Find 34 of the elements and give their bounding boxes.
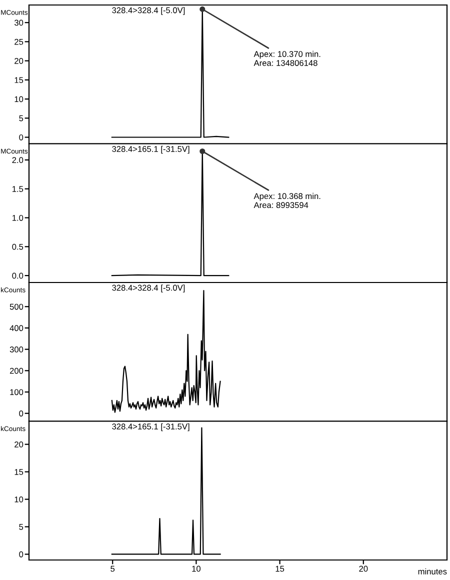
- y-tick-label: 15: [14, 77, 24, 84]
- y-tick-label: 2.0: [12, 157, 24, 164]
- chart-title: 328.4>165.1 [-31.5V]: [112, 146, 190, 154]
- y-tick-label: 20: [14, 442, 24, 448]
- y-tick-label: 10: [14, 496, 24, 502]
- x-tick-label: 5: [110, 566, 115, 572]
- y-tick-label: 1.0: [12, 214, 24, 221]
- x-tick-label: 15: [276, 566, 284, 572]
- y-tick-label: 0.5: [12, 244, 24, 250]
- y-tick-label: 25: [14, 38, 24, 45]
- y-tick-label: 200: [10, 368, 24, 374]
- y-tick-label: 0.0: [12, 272, 24, 279]
- y-tick-label: 1.5: [12, 186, 24, 192]
- y-tick-label: 0: [19, 410, 24, 416]
- y-tick-label: 20: [14, 58, 24, 64]
- y-tick-label: 15: [14, 469, 24, 475]
- y-tick-label: 30: [14, 20, 24, 26]
- y-tick-label: 400: [10, 325, 24, 332]
- y-tick-label: 500: [10, 304, 24, 310]
- annotation: Apex: 10.370 min. Area: 134806148: [254, 50, 320, 66]
- y-tick-label: 100: [10, 389, 24, 396]
- annotation: Apex: 10.368 min. Area: 8993594: [254, 192, 320, 208]
- y-tick-label: 300: [10, 346, 24, 352]
- y-tick-label: 5: [19, 115, 24, 122]
- y-tick-label: 0: [19, 551, 24, 558]
- chart-title: 328.4>165.1 [-31.5V]: [112, 423, 190, 432]
- y-tick-label: 0: [19, 134, 24, 140]
- chart-title: 328.4>328.4 [-5.0V]: [112, 284, 185, 292]
- x-tick-label: 20: [359, 566, 368, 572]
- x-tick-label: 10: [192, 566, 201, 572]
- y-tick-label: 10: [14, 96, 24, 102]
- x-axis-title: minutes: [418, 568, 447, 574]
- chart-title: 328.4>328.4 [-5.0V]: [112, 7, 185, 15]
- y-tick-label: 5: [19, 524, 24, 530]
